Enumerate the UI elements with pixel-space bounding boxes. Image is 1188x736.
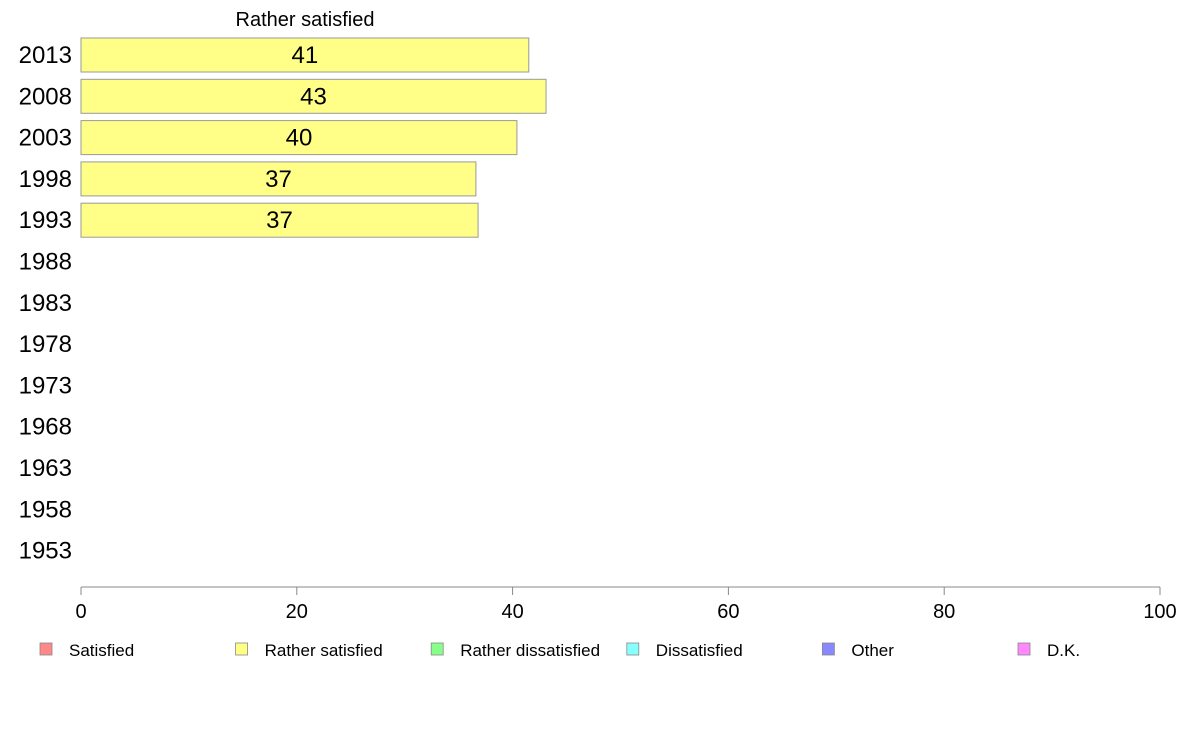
legend: Satisfied Rather satisfied Rather dissatis… [39, 641, 1080, 660]
y-tick-label-1988: 1988 [19, 249, 72, 276]
bar-2003 [80, 120, 518, 156]
data-label-1998: 37 [265, 166, 292, 193]
legend-label-4: Dissatisfied [656, 641, 743, 660]
y-tick-label-1978: 1978 [19, 331, 72, 358]
legend-swatch-3 [430, 642, 444, 656]
legend-label-1: Satisfied [69, 641, 134, 660]
x-tick-label-80: 80 [933, 601, 955, 623]
y-tick-label-2008: 2008 [19, 83, 72, 110]
y-tick-label-1993: 1993 [19, 207, 72, 234]
data-label-2008: 43 [300, 83, 327, 110]
bars: 41 43 40 37 37 [80, 37, 547, 238]
bar-1993 [80, 202, 479, 238]
bar-2013 [80, 37, 530, 73]
y-tick-label-1973: 1973 [19, 372, 72, 399]
y-tick-label-1998: 1998 [19, 166, 72, 193]
x-axis: 0 20 40 60 80 100 [75, 586, 1177, 623]
chart-title: Rather satisfied [236, 9, 375, 31]
legend-swatch-5 [822, 642, 835, 656]
y-tick-label-1983: 1983 [19, 290, 72, 317]
bar-2008 [80, 78, 547, 114]
x-tick-label-60: 60 [717, 601, 739, 623]
legend-label-3: Rather dissatisfied [460, 641, 600, 660]
x-tick-label-100: 100 [1143, 601, 1176, 623]
x-tick-label-0: 0 [75, 601, 86, 623]
y-tick-label-2003: 2003 [19, 125, 72, 152]
x-tick-label-40: 40 [501, 601, 523, 623]
y-axis-labels: 2013 2008 2003 1998 1993 1988 1983 1978 1973 1968… [19, 42, 72, 565]
bar-1998 [80, 161, 477, 197]
y-tick-label-1963: 1963 [19, 455, 72, 482]
data-label-2013: 41 [292, 42, 319, 69]
data-label-1993: 37 [266, 207, 293, 234]
y-tick-label-1968: 1968 [19, 414, 72, 441]
legend-swatch-2 [235, 642, 249, 656]
legend-label-2: Rather satisfied [265, 641, 383, 660]
legend-label-6: D.K. [1047, 641, 1080, 660]
legend-swatch-4 [626, 642, 640, 656]
y-tick-label-1958: 1958 [19, 496, 72, 523]
legend-swatch-1 [39, 642, 53, 656]
x-tick-label-20: 20 [286, 601, 308, 623]
legend-swatch-6 [1017, 642, 1031, 656]
legend-label-5: Other [851, 641, 894, 660]
y-tick-label-1953: 1953 [19, 538, 72, 565]
data-label-2003: 40 [286, 125, 313, 152]
y-tick-label-2013: 2013 [19, 42, 72, 69]
